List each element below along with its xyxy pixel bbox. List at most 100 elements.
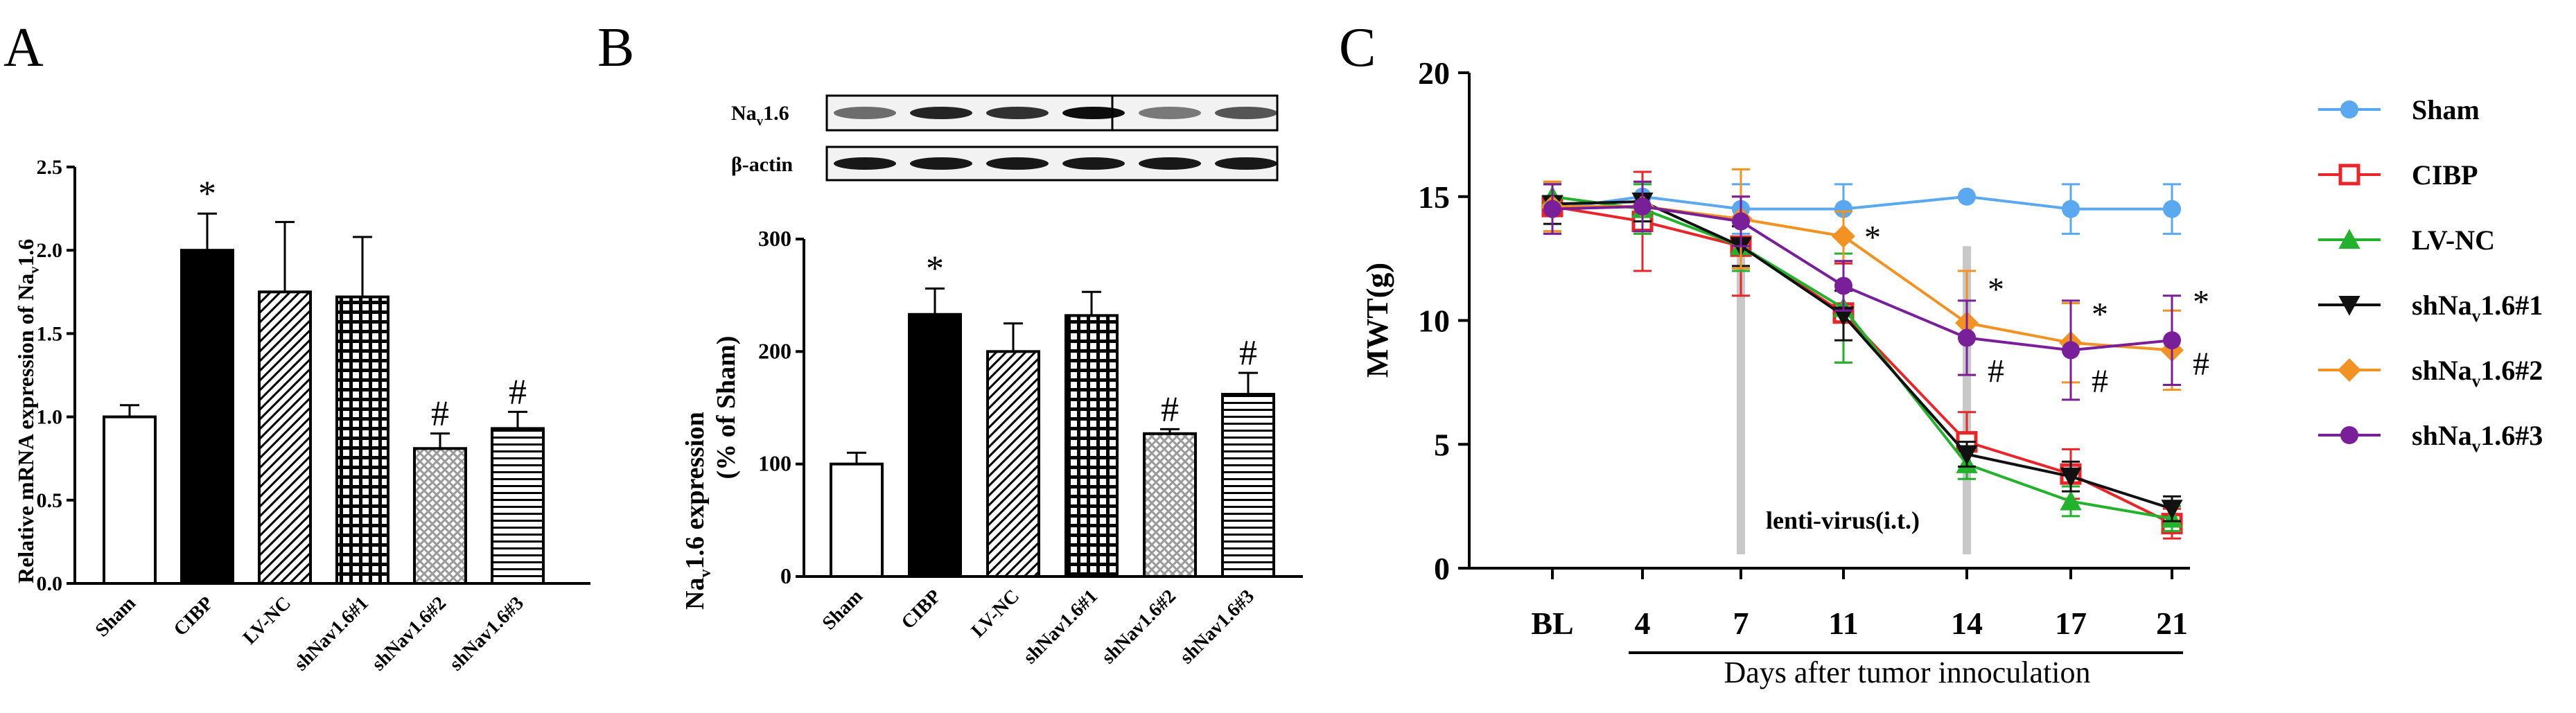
blot-band <box>1139 157 1201 170</box>
significance-mark: # <box>1988 353 2004 390</box>
y-tick-label: 2.0 <box>37 239 63 262</box>
blot-band <box>986 107 1049 119</box>
data-point <box>2060 467 2082 488</box>
data-point <box>2340 426 2358 444</box>
panel-label-b: B <box>597 17 634 78</box>
x-tick-label: 17 <box>2055 606 2087 641</box>
data-point <box>2163 200 2181 218</box>
category-label: LV-NC <box>239 592 295 649</box>
category-label: Sham <box>91 592 140 641</box>
series-shna1-6-1 <box>1541 180 2183 522</box>
y-axis-label-line2: (% of Sham) <box>712 336 741 479</box>
category-label: shNav1.6#2 <box>1098 586 1180 668</box>
bar <box>258 290 312 585</box>
y-tick-label: 10 <box>1418 303 1450 339</box>
y-axis-label: MWT(g) <box>1360 263 1394 378</box>
legend-label: LV-NC <box>2412 225 2495 256</box>
panel-c-line-chart: lenti-virus(i.t.) 0 5 10 15 20 BL 4 7 11 14 17 21 MWT… <box>1360 55 2209 689</box>
data-point <box>2161 500 2183 520</box>
blot-band <box>1139 107 1201 119</box>
significance-mark: * <box>198 174 216 213</box>
y-tick-label: 15 <box>1418 179 1450 215</box>
blot-band <box>1215 107 1277 119</box>
category-label: LV-NC <box>967 586 1024 642</box>
y-tick-label: 1.5 <box>37 322 63 345</box>
bar <box>1221 393 1275 579</box>
data-point <box>2340 100 2358 118</box>
data-point <box>2060 490 2082 511</box>
x-tick-label: 11 <box>1828 606 1858 641</box>
data-point <box>2338 164 2360 186</box>
bar <box>335 295 389 585</box>
blot-band <box>1062 107 1125 119</box>
y-tick-label: 2.5 <box>37 156 63 179</box>
blot-row-label: Nav1.6 <box>731 102 789 129</box>
blot-band <box>910 157 972 170</box>
data-point <box>1956 445 1978 466</box>
significance-mark: * <box>926 249 944 288</box>
panel-label-c: C <box>1339 17 1376 78</box>
data-point <box>1834 276 1852 295</box>
legend-label: shNav1.6#3 <box>2412 420 2543 456</box>
significance-mark: * <box>2092 296 2108 333</box>
y-tick-label: 0.5 <box>37 489 63 512</box>
data-point <box>2338 296 2360 316</box>
x-tick-label: BL <box>1531 606 1573 641</box>
category-label: shNav1.6#1 <box>290 592 373 675</box>
y-tick-label: 300 <box>758 226 791 251</box>
panel-label-a: A <box>3 17 44 78</box>
significance-mark: # <box>1239 333 1257 373</box>
series-shna1-6-3 <box>1543 180 2181 401</box>
x-axis-label: Days after tumor innoculation <box>1724 655 2090 689</box>
blot-strip <box>825 94 1279 132</box>
x-tick-label: 14 <box>1951 606 1983 641</box>
blot-band <box>986 157 1049 170</box>
series-lv-nc <box>1541 183 2183 532</box>
bar <box>1064 314 1119 578</box>
y-tick-label: 100 <box>758 451 791 476</box>
blot-band <box>1062 157 1125 170</box>
significance-mark: # <box>1161 389 1179 429</box>
data-point <box>2062 341 2080 360</box>
y-tick-label: 0.0 <box>37 572 63 595</box>
legend-label: CIBP <box>2412 159 2478 191</box>
y-tick-label: 5 <box>1434 427 1450 462</box>
data-point <box>1958 328 1976 347</box>
significance-mark: # <box>2193 346 2209 382</box>
y-tick-label: 0 <box>1434 551 1450 586</box>
y-tick-label: 1.0 <box>37 406 63 429</box>
bar <box>1143 432 1197 578</box>
data-point <box>1834 200 1852 218</box>
category-label: shNav1.6#3 <box>446 592 528 675</box>
x-tick-label: 21 <box>2156 606 2188 641</box>
data-point <box>2338 358 2361 382</box>
y-axis-label: Nav1.6 expression <box>681 412 715 610</box>
series-cibp <box>1541 170 2183 540</box>
annotation-label: lenti-virus(i.t.) <box>1766 507 1920 534</box>
legend-label: shNav1.6#1 <box>2412 290 2543 326</box>
data-point <box>1732 212 1750 231</box>
western-blot: Nav1.6 β-actin <box>731 94 1279 182</box>
data-point <box>2163 331 2181 350</box>
category-label: shNav1.6#3 <box>1176 586 1259 668</box>
data-point <box>1633 197 1651 216</box>
virus-injection-bar <box>1737 246 1745 554</box>
bar <box>830 462 884 579</box>
chart-legend: Sham CIBP LV-NC shNav1.6#1 shNav1.6#2 shNav1.… <box>2318 94 2543 456</box>
y-axis-label: Relative mRNA expression of Nav1.6 <box>13 239 42 583</box>
legend-label: Sham <box>2412 94 2480 125</box>
significance-mark: * <box>1988 272 2004 308</box>
data-point <box>1832 225 1855 248</box>
category-label: CIBP <box>897 586 945 633</box>
bar <box>103 415 157 585</box>
blot-row-label: β-actin <box>731 153 793 176</box>
bar <box>180 249 234 585</box>
significance-mark: * <box>1864 220 1881 256</box>
data-point <box>2338 229 2360 249</box>
bar <box>908 313 962 578</box>
bar <box>986 350 1040 578</box>
blot-band <box>834 157 896 170</box>
